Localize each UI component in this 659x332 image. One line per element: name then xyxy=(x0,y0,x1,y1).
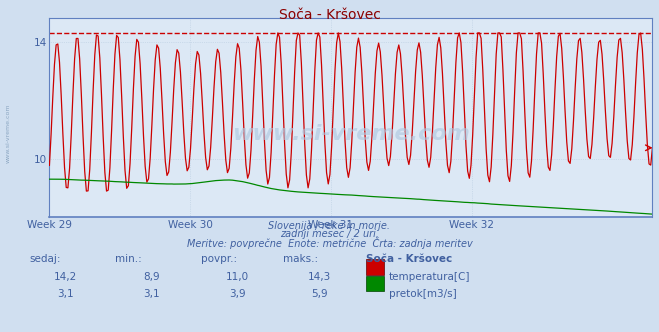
Text: Meritve: povprečne  Enote: metrične  Črta: zadnja meritev: Meritve: povprečne Enote: metrične Črta:… xyxy=(186,237,473,249)
Text: min.:: min.: xyxy=(115,254,142,264)
Text: 3,9: 3,9 xyxy=(229,289,246,299)
Text: 14,3: 14,3 xyxy=(308,272,331,282)
Text: povpr.:: povpr.: xyxy=(201,254,237,264)
Text: sedaj:: sedaj: xyxy=(30,254,61,264)
Text: Soča - Kršovec: Soča - Kršovec xyxy=(366,254,452,264)
Text: pretok[m3/s]: pretok[m3/s] xyxy=(389,289,457,299)
Text: 3,1: 3,1 xyxy=(143,289,160,299)
Text: 5,9: 5,9 xyxy=(311,289,328,299)
Text: zadnji mesec / 2 uri.: zadnji mesec / 2 uri. xyxy=(280,229,379,239)
Text: 11,0: 11,0 xyxy=(225,272,249,282)
Text: Slovenija / reke in morje.: Slovenija / reke in morje. xyxy=(268,221,391,231)
Text: www.si-vreme.com: www.si-vreme.com xyxy=(232,124,470,144)
Text: temperatura[C]: temperatura[C] xyxy=(389,272,471,282)
Text: Soča - Kršovec: Soča - Kršovec xyxy=(279,8,380,22)
Text: 3,1: 3,1 xyxy=(57,289,74,299)
Text: 8,9: 8,9 xyxy=(143,272,160,282)
Text: maks.:: maks.: xyxy=(283,254,318,264)
Text: 14,2: 14,2 xyxy=(54,272,78,282)
Text: www.si-vreme.com: www.si-vreme.com xyxy=(5,103,11,163)
